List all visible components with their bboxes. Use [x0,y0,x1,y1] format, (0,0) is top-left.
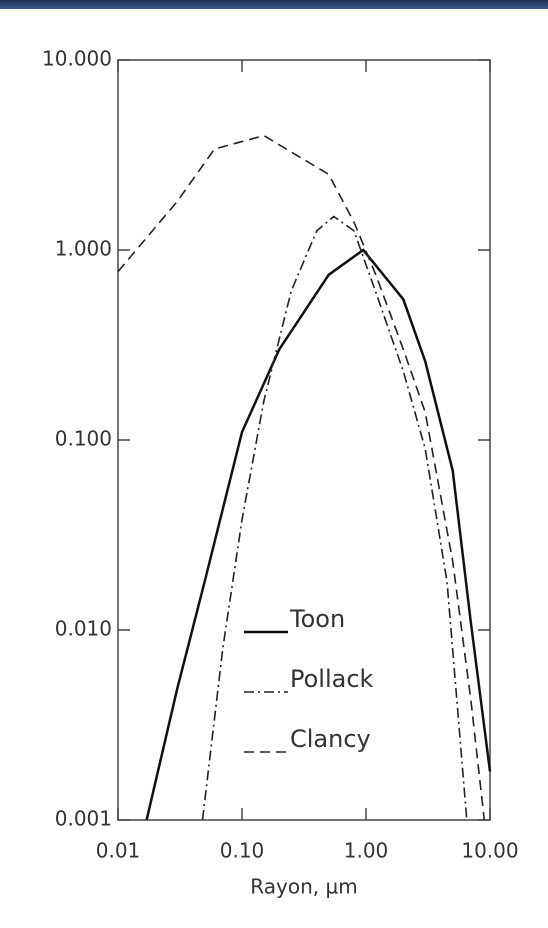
legend-label: Pollack [290,665,374,693]
y-tick-label: 0.010 [55,617,112,641]
x-tick-label: 1.00 [344,839,389,863]
x-tick-label: 10.00 [461,839,518,863]
series-line [145,248,492,821]
legend-label: Toon [289,605,345,633]
y-tick-label: 0.001 [55,807,112,831]
y-tick-label: 10.000 [42,47,112,71]
series-line [117,134,486,821]
legend-label: Clancy [290,725,371,753]
x-tick-label: 0.10 [220,839,265,863]
y-tick-label: 1.000 [55,237,112,261]
series-line [201,215,468,821]
x-tick-label: 0.01 [96,839,141,863]
window-bar [0,0,548,9]
y-tick-label: 0.100 [55,427,112,451]
x-axis-label: Rayon, µm [250,875,357,899]
